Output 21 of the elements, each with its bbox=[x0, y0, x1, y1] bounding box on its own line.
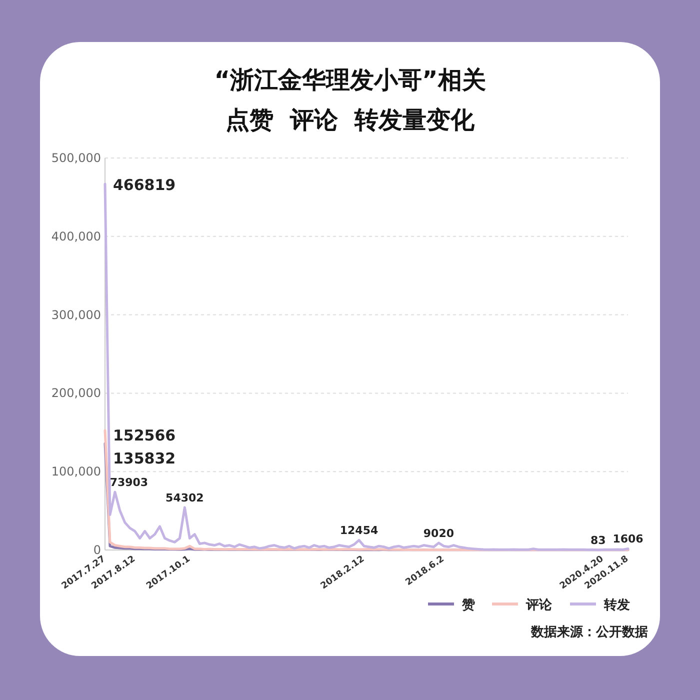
data-label: 83 bbox=[590, 534, 606, 547]
legend-label: 评论 bbox=[525, 598, 553, 613]
data-label: 152566 bbox=[113, 426, 176, 444]
y-tick-label: 500,000 bbox=[51, 151, 101, 165]
y-tick-label: 100,000 bbox=[51, 464, 101, 479]
data-label: 73903 bbox=[110, 476, 148, 490]
data-label: 466819 bbox=[113, 176, 176, 194]
y-tick-label: 0 bbox=[93, 543, 101, 557]
data-label: 1606 bbox=[612, 532, 644, 546]
source-note: 数据来源：公开数据 bbox=[530, 625, 648, 640]
y-tick-label: 200,000 bbox=[51, 386, 101, 400]
legend-label: 转发 bbox=[603, 598, 630, 613]
data-label: 12454 bbox=[340, 524, 379, 538]
chart-subtitle: 点赞 评论 转发量变化 bbox=[225, 106, 476, 134]
y-tick-label: 300,000 bbox=[51, 308, 101, 322]
legend-label: 赞 bbox=[461, 598, 475, 613]
chart-title: “浙江金华理发小哥”相关 bbox=[214, 66, 486, 94]
data-label: 135832 bbox=[113, 450, 176, 468]
y-tick-label: 400,000 bbox=[51, 229, 101, 244]
data-label: 54302 bbox=[166, 491, 204, 504]
data-label: 9020 bbox=[423, 526, 454, 540]
